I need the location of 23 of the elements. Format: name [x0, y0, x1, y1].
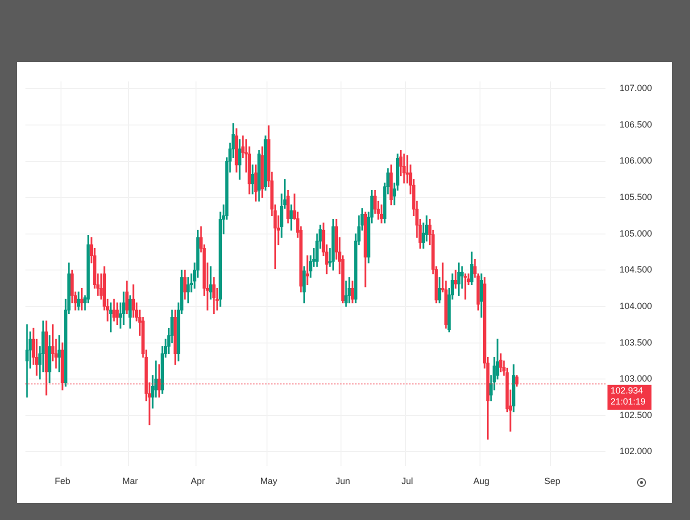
y-tick-label: 104.000 — [619, 300, 652, 311]
x-tick-label: Mar — [122, 476, 138, 486]
x-tick-label: May — [260, 476, 278, 486]
x-tick-label: Aug — [473, 476, 490, 486]
x-tick-label: Feb — [54, 476, 70, 486]
candlestick — [380, 204, 384, 224]
x-tick-label: Jul — [402, 476, 414, 486]
ref-line-label: 102.934 — [610, 385, 644, 396]
candlestick — [25, 324, 29, 398]
y-tick-label: 102.500 — [619, 410, 652, 420]
y-tick-label: 106.500 — [619, 119, 652, 130]
y-tick-label: 103.500 — [619, 337, 652, 348]
y-tick-label: 105.500 — [619, 192, 652, 202]
y-tick-label: 106.000 — [619, 156, 652, 166]
x-tick-label: Apr — [190, 476, 205, 486]
x-tick-label: Jun — [336, 476, 350, 486]
x-tick-label: Sep — [544, 476, 560, 486]
y-tick-label: 105.000 — [619, 228, 652, 238]
y-tick-label: 102.000 — [619, 446, 652, 456]
y-tick-label: 103.000 — [619, 374, 652, 384]
text: 21:01:19 — [610, 396, 646, 406]
y-tick-label: 107.000 — [619, 83, 652, 94]
y-tick-label: 104.500 — [619, 264, 652, 275]
